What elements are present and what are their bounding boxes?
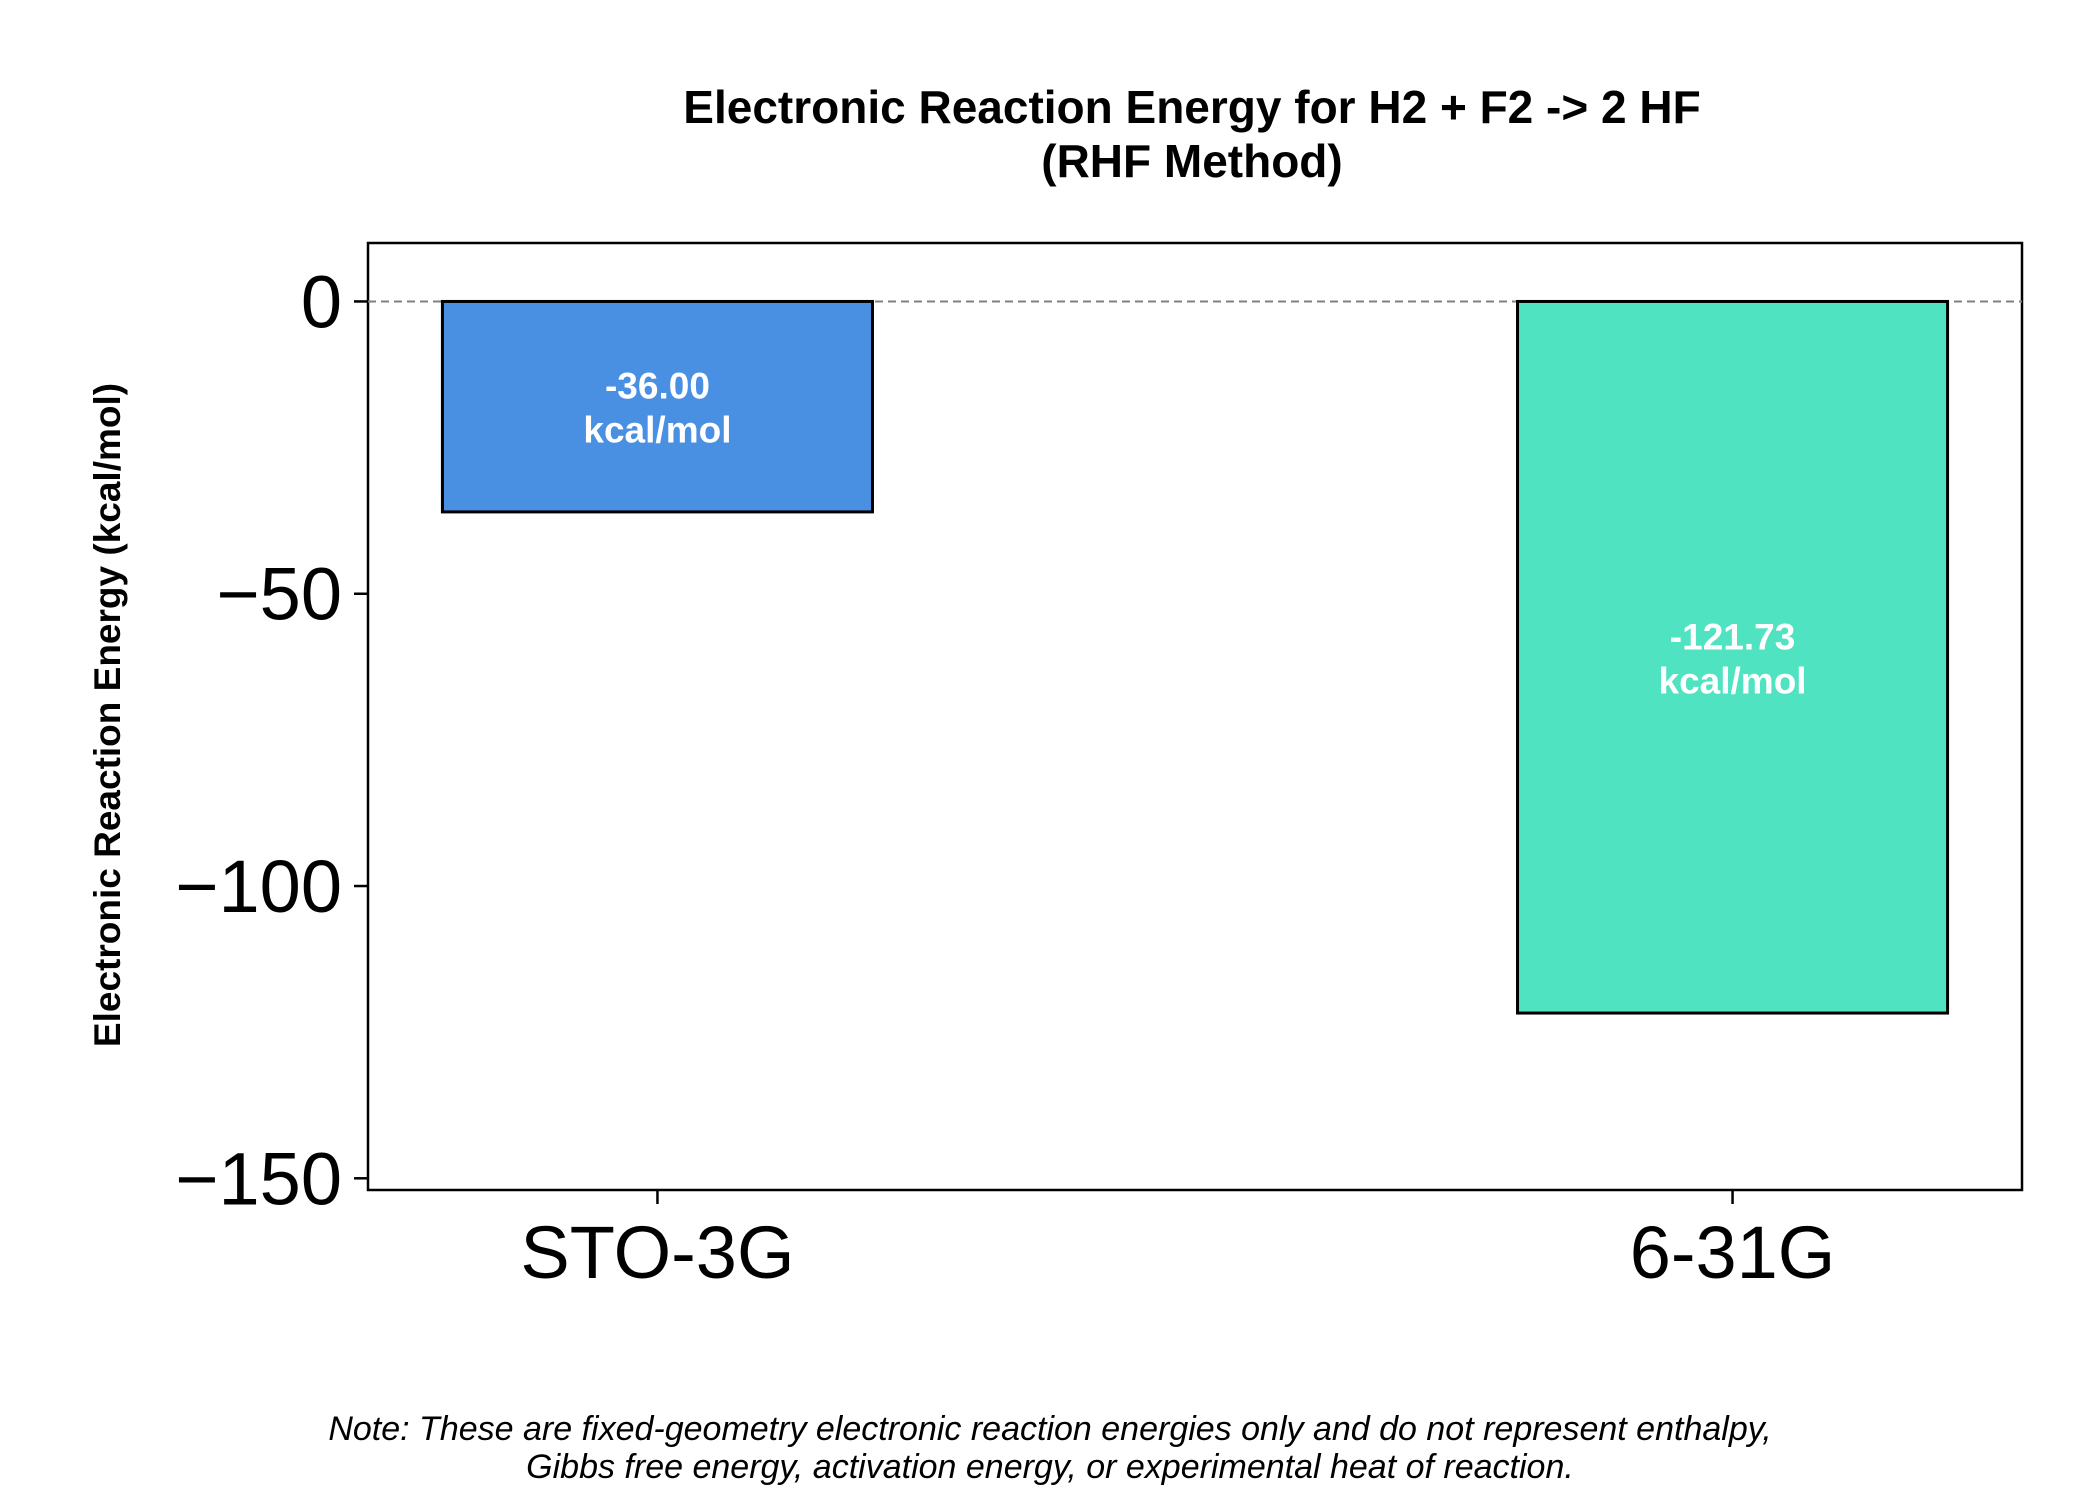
axes-frame xyxy=(366,241,2024,1192)
bar-6-31g xyxy=(1516,299,1950,1015)
plot-area: -36.00kcal/molSTO-3G-121.73kcal/mol6-31G… xyxy=(175,241,2024,1294)
footnote: Note: These are fixed-geometry electroni… xyxy=(0,1410,2100,1486)
chart-title-line-1: Electronic Reaction Energy for H2 + F2 -… xyxy=(683,81,1700,133)
y-tick-label: 0 xyxy=(301,260,342,343)
chart-title-line-2: (RHF Method) xyxy=(1041,135,1342,187)
y-tick-label: −150 xyxy=(175,1137,342,1220)
footnote-line-1: Note: These are fixed-geometry electroni… xyxy=(328,1410,1772,1448)
bar-unit-label: kcal/mol xyxy=(583,410,731,451)
bar-value-label: -36.00 xyxy=(605,366,710,407)
bar-value-label: -121.73 xyxy=(1670,616,1796,657)
y-tick-label: −100 xyxy=(175,845,342,928)
y-axis-label: Electronic Reaction Energy (kcal/mol) xyxy=(87,383,128,1047)
y-tick-label: −50 xyxy=(216,553,342,636)
x-tick-label: 6-31G xyxy=(1630,1211,1836,1294)
footnote-line-2: Gibbs free energy, activation energy, or… xyxy=(526,1448,1574,1486)
x-tick-label: STO-3G xyxy=(520,1211,794,1294)
bar-unit-label: kcal/mol xyxy=(1659,660,1807,701)
bar-sto-3g xyxy=(440,299,874,514)
